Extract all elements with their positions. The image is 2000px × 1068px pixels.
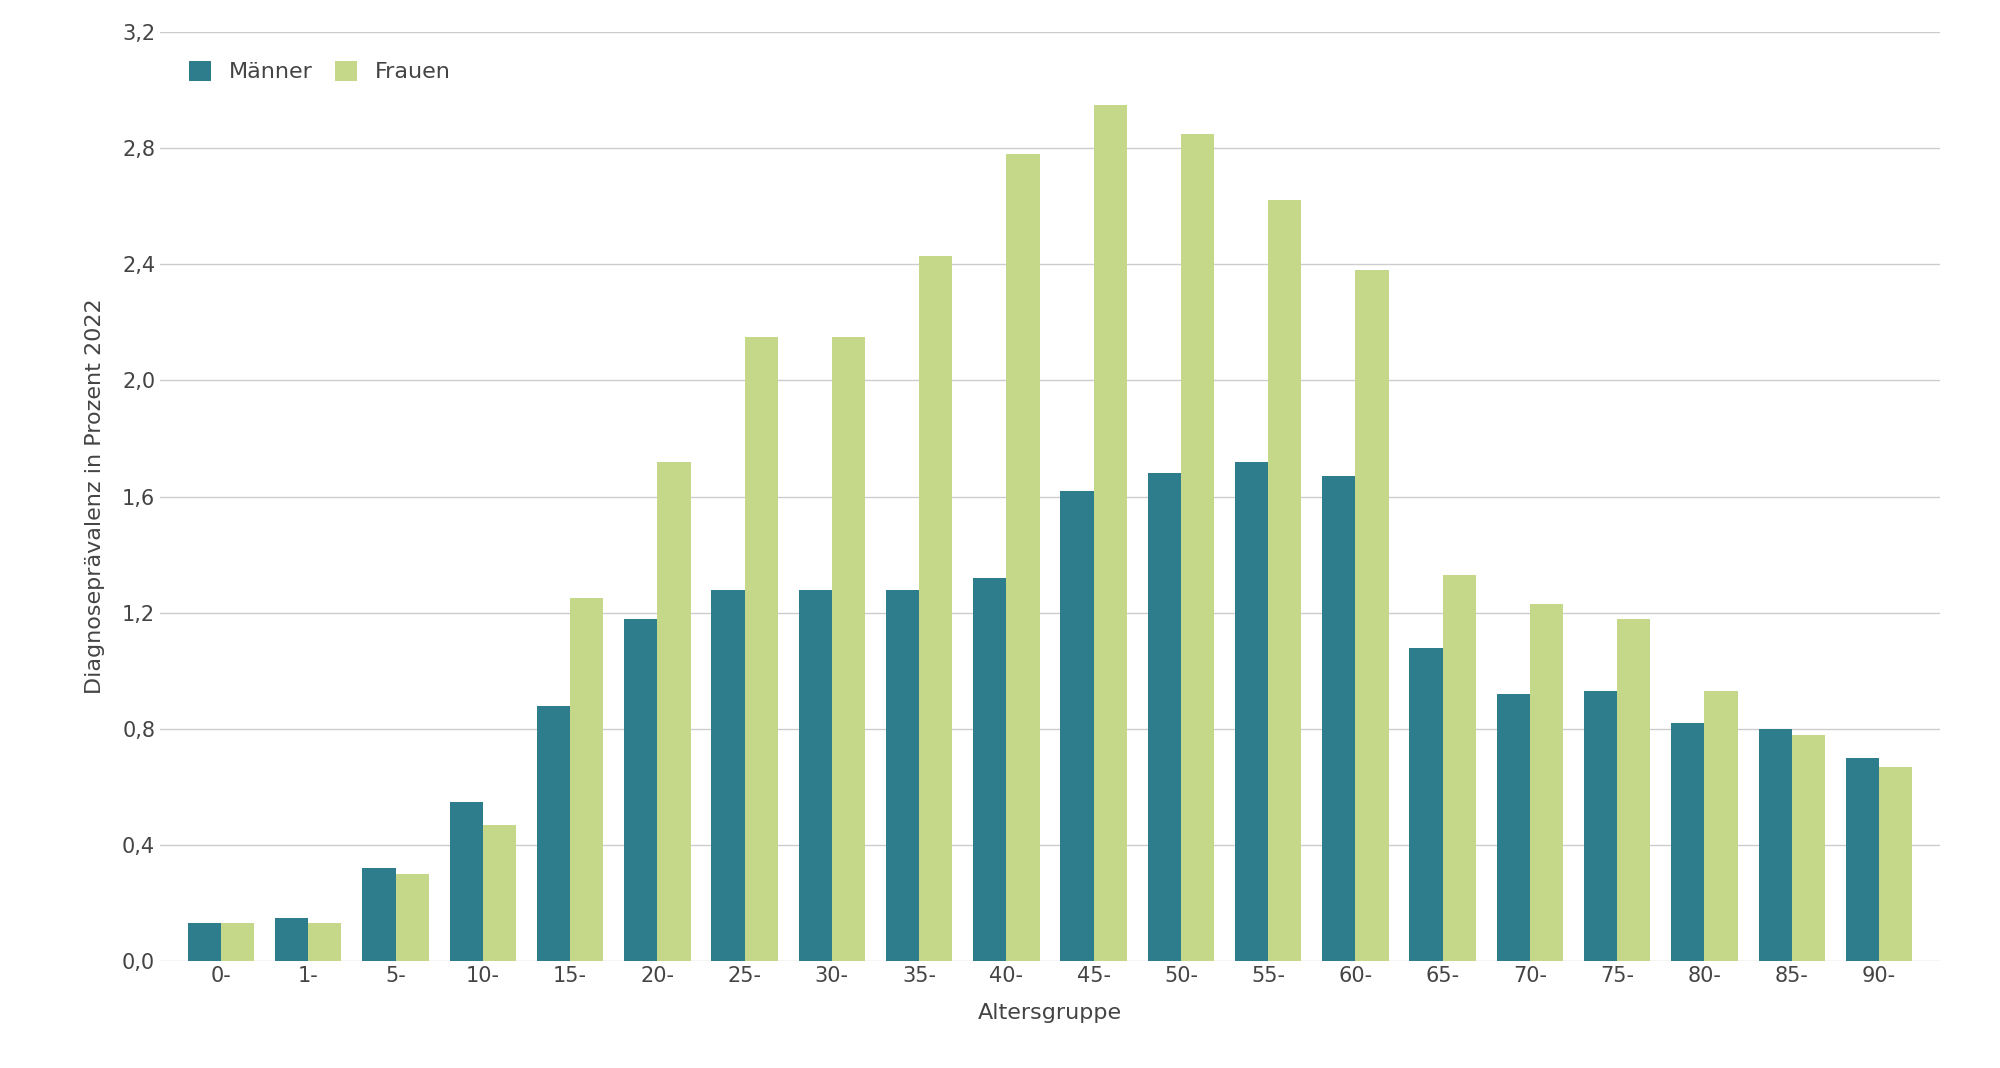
Bar bbox=[1878, 767, 1912, 961]
Bar bbox=[1180, 134, 1214, 961]
Bar bbox=[886, 590, 920, 961]
Bar bbox=[396, 874, 428, 961]
Bar bbox=[1268, 201, 1302, 961]
Bar bbox=[1846, 758, 1878, 961]
X-axis label: Altersgruppe: Altersgruppe bbox=[978, 1003, 1122, 1023]
Bar bbox=[712, 590, 744, 961]
Bar bbox=[974, 578, 1006, 961]
Bar bbox=[1704, 691, 1738, 961]
Bar bbox=[1356, 270, 1388, 961]
Bar bbox=[536, 706, 570, 961]
Bar bbox=[624, 618, 658, 961]
Bar bbox=[1148, 473, 1180, 961]
Bar bbox=[1322, 476, 1356, 961]
Bar bbox=[482, 824, 516, 961]
Bar bbox=[1584, 691, 1618, 961]
Bar bbox=[1234, 461, 1268, 961]
Bar bbox=[188, 924, 222, 961]
Bar bbox=[1792, 735, 1824, 961]
Bar bbox=[1530, 604, 1564, 961]
Bar bbox=[276, 917, 308, 961]
Bar bbox=[1410, 647, 1442, 961]
Bar bbox=[1758, 728, 1792, 961]
Bar bbox=[222, 924, 254, 961]
Bar bbox=[798, 590, 832, 961]
Bar bbox=[1672, 723, 1704, 961]
Bar bbox=[1060, 491, 1094, 961]
Bar bbox=[920, 255, 952, 961]
Bar bbox=[1618, 618, 1650, 961]
Bar bbox=[744, 336, 778, 961]
Bar bbox=[308, 924, 342, 961]
Bar bbox=[658, 461, 690, 961]
Bar bbox=[832, 336, 866, 961]
Bar bbox=[1094, 105, 1126, 961]
Bar bbox=[1006, 154, 1040, 961]
Bar bbox=[362, 868, 396, 961]
Bar bbox=[1496, 694, 1530, 961]
Y-axis label: Diagnoseprävalenz in Prozent 2022: Diagnoseprävalenz in Prozent 2022 bbox=[86, 299, 106, 694]
Bar bbox=[1442, 575, 1476, 961]
Bar bbox=[570, 598, 604, 961]
Bar bbox=[450, 801, 482, 961]
Legend: Männer, Frauen: Männer, Frauen bbox=[172, 43, 468, 100]
